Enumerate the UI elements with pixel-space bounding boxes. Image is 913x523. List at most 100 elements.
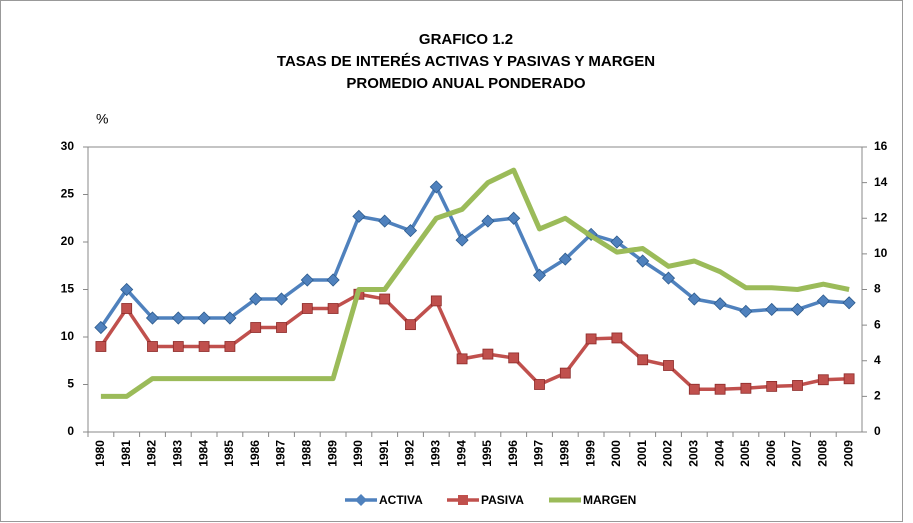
x-tick-label: 1997 [532,440,546,467]
x-tick-label: 2009 [841,440,855,467]
marker [456,353,468,365]
marker [792,380,803,391]
x-tick-label: 1985 [222,440,236,467]
marker [714,383,726,395]
y-tick-label: 20 [61,234,75,248]
marker [687,292,701,306]
x-tick-label: 1999 [583,440,597,467]
legend-label: PASIVA [481,493,524,507]
y-axis-label: % [96,111,108,127]
y2-tick-label: 2 [874,389,881,403]
y-tick-label: 25 [61,187,75,201]
x-tick-label: 2003 [686,440,700,467]
x-tick-label: 1987 [274,440,288,467]
x-tick-label: 1994 [454,440,468,467]
marker [817,374,829,386]
marker [713,297,727,311]
marker [739,304,753,318]
x-tick-label: 1996 [506,440,520,467]
x-tick-label: 1986 [248,440,262,467]
marker [145,311,160,325]
x-tick-label: 2007 [790,440,804,467]
x-tick-label: 1998 [557,440,571,467]
marker [120,282,134,297]
marker [765,302,779,317]
x-tick-label: 1990 [351,440,365,467]
marker [663,360,674,371]
marker [637,354,649,366]
marker [842,296,856,310]
marker [301,303,313,314]
marker [455,233,469,247]
x-tick-label: 1988 [299,440,313,467]
series-line [100,167,850,399]
marker [249,292,263,306]
x-tick-label: 1991 [377,440,391,467]
y-tick-label: 15 [61,282,75,296]
marker [223,311,237,325]
marker [121,303,133,314]
marker [843,373,855,385]
marker [790,302,805,317]
marker [611,332,623,344]
marker [94,320,108,335]
marker [636,254,650,268]
marker [532,268,547,282]
marker [326,273,340,287]
legend-marker [355,494,367,506]
y-tick-label: 10 [61,329,75,343]
marker [429,180,443,194]
x-tick-label: 1992 [403,440,417,467]
chart-title: TASAS DE INTERÉS ACTIVAS Y PASIVAS Y MAR… [277,53,655,70]
x-tick-label: 2000 [609,440,623,467]
marker [661,271,676,285]
marker [534,379,545,390]
chart-title: PROMEDIO ANUAL PONDERADO [346,75,586,92]
y-tick-label: 0 [67,424,74,438]
marker [276,322,287,333]
y2-tick-label: 0 [874,424,881,438]
marker [171,311,185,325]
legend-label: MARGEN [583,493,636,507]
x-tick-label: 2006 [764,440,778,467]
marker [430,295,442,307]
y2-tick-label: 14 [874,175,888,189]
y2-tick-label: 4 [874,353,881,367]
x-tick-label: 1993 [428,440,442,467]
marker [198,341,210,352]
x-tick-label: 2005 [738,440,752,467]
marker [378,214,392,228]
x-tick-label: 2002 [661,440,675,467]
marker [379,293,391,305]
x-tick-label: 2008 [815,440,829,467]
marker [95,341,107,352]
x-tick-label: 2004 [712,440,726,467]
x-tick-label: 1981 [119,440,133,467]
marker [766,380,778,392]
marker [300,273,314,287]
marker [274,292,289,306]
chart-title: GRAFICO 1.2 [419,31,513,48]
y2-tick-label: 8 [874,282,881,296]
y2-tick-label: 16 [874,139,888,153]
marker [507,211,521,225]
marker [403,224,418,238]
x-tick-label: 1984 [196,440,210,467]
marker [352,209,366,223]
x-tick-label: 2001 [635,440,649,467]
marker [224,341,236,352]
marker [559,367,571,379]
x-tick-label: 1980 [93,440,107,467]
marker [197,311,211,325]
marker [558,252,572,266]
x-tick-label: 1989 [325,440,339,467]
marker [688,383,700,395]
marker [482,348,494,360]
y-tick-label: 30 [61,139,75,153]
x-tick-label: 1995 [480,440,494,467]
marker [585,333,597,345]
marker [610,235,624,249]
marker [172,341,184,352]
marker [405,319,416,331]
